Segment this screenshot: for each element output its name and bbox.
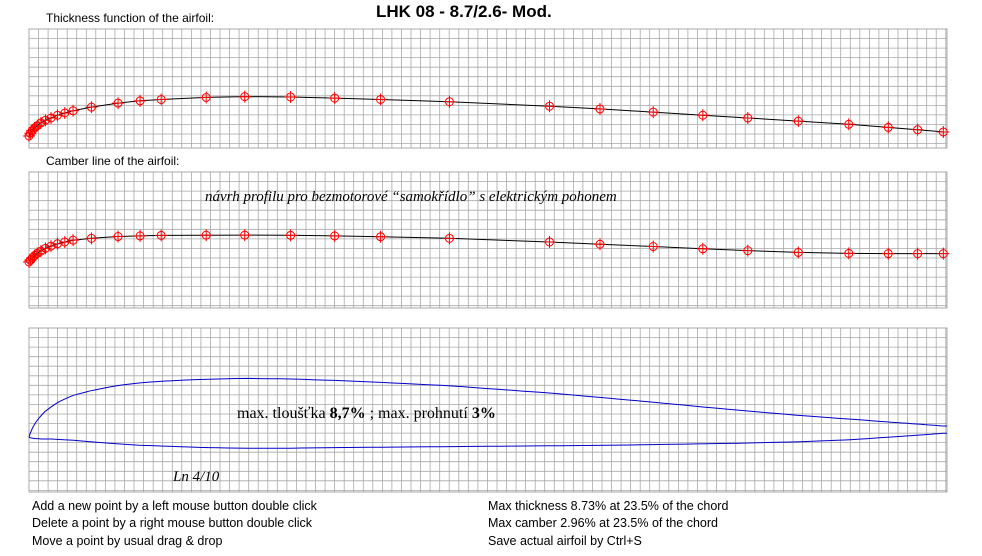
camber-control-point-cross xyxy=(45,240,58,253)
camber-control-point-cross xyxy=(647,240,660,253)
camber-value: 3% xyxy=(471,405,496,422)
thickness-control-point-cross xyxy=(882,121,895,134)
thickness-control-point-cross xyxy=(284,90,297,103)
camber-control-point-cross xyxy=(28,249,41,262)
camber-control-point-cross xyxy=(67,234,80,247)
thickness-control-point-cross xyxy=(443,95,456,108)
camber-panel-label: Camber line of the airfoil: xyxy=(46,154,180,168)
grid-border xyxy=(28,28,948,149)
thickness-control-point-cross xyxy=(200,91,213,104)
profile-grid xyxy=(28,327,948,493)
camber-control-point-cross xyxy=(792,246,805,259)
camber-control-point-cross xyxy=(26,251,39,264)
max-thickness-stat: Max thickness 8.73% at 23.5% of the chor… xyxy=(488,499,729,513)
camber-control-point-cross xyxy=(112,230,125,243)
thickness-control-point-cross xyxy=(842,118,855,131)
thickness-control-point-cross xyxy=(741,111,754,124)
thickness-control-point-cross xyxy=(26,124,39,137)
camber-control-point-cross xyxy=(39,242,52,255)
camber-control-point-cross xyxy=(85,232,98,245)
profile-note-middle: ; max. prohnutí xyxy=(369,405,468,422)
camber-control-point-cross xyxy=(284,229,297,242)
camber-control-point-cross xyxy=(543,235,556,248)
camber-control-points[interactable] xyxy=(23,229,950,268)
camber-control-point-cross xyxy=(200,229,213,242)
airfoil-title: LHK 08 - 8.7/2.6- Mod. xyxy=(376,2,552,21)
thickness-control-point-cross xyxy=(67,104,80,117)
thickness-control-point-cross xyxy=(45,111,58,124)
thickness-panel-label: Thickness function of the airfoil: xyxy=(46,11,215,25)
save-hint: Save actual airfoil by Ctrl+S xyxy=(488,534,642,548)
camber-control-point-cross xyxy=(443,232,456,245)
thickness-curve xyxy=(28,96,944,137)
grid-lines xyxy=(28,28,947,148)
camber-control-point-cross xyxy=(58,235,71,248)
thickness-control-point-cross xyxy=(937,125,950,138)
airfoil-editor-canvas[interactable] xyxy=(0,0,982,500)
grid-border xyxy=(28,171,948,309)
ln-label: Ln 4/10 xyxy=(173,469,220,485)
help-move-point: Move a point by usual drag & drop xyxy=(32,534,223,548)
thickness-control-point-cross xyxy=(112,97,125,110)
camber-note: návrh profilu pro bezmotorové “samokřídl… xyxy=(205,189,617,205)
airfoil-outline xyxy=(28,377,947,449)
thickness-control-point-cross xyxy=(911,123,924,136)
max-camber-stat: Max camber 2.96% at 23.5% of the chord xyxy=(488,516,718,530)
camber-control-point-cross xyxy=(696,242,709,255)
thickness-control-point-cross xyxy=(58,106,71,119)
profile-note: max. tloušťka 8,7% ; max. prohnutí 3% xyxy=(237,405,496,423)
thickness-control-point-cross xyxy=(39,114,52,127)
thickness-control-point-cross xyxy=(647,106,660,119)
profile-note-prefix: max. tloušťka xyxy=(237,405,326,422)
thickness-control-point-cross xyxy=(134,94,147,107)
camber-control-point-cross xyxy=(882,247,895,260)
camber-control-point-cross xyxy=(374,230,387,243)
camber-control-point-cross xyxy=(741,244,754,257)
help-add-point: Add a new point by a left mouse button d… xyxy=(32,499,317,513)
thickness-control-point-cross xyxy=(28,121,41,134)
thickness-control-point-cross xyxy=(328,92,341,105)
thickness-control-point-cross xyxy=(374,93,387,106)
thickness-control-point-cross xyxy=(34,116,47,129)
camber-control-point-cross xyxy=(593,238,606,251)
thickness-control-points[interactable] xyxy=(23,90,950,142)
camber-control-point-cross xyxy=(937,247,950,260)
thickness-control-point-cross xyxy=(696,109,709,122)
grid-border xyxy=(28,327,948,493)
thickness-grid xyxy=(28,28,948,149)
thickness-control-point-cross xyxy=(543,100,556,113)
thickness-control-point-cross xyxy=(593,102,606,115)
thickness-value: 8,7% xyxy=(329,405,366,422)
camber-control-point-cross xyxy=(328,229,341,242)
thickness-control-point-cross xyxy=(155,93,168,106)
camber-control-point-cross xyxy=(911,247,924,260)
thickness-control-point-cross xyxy=(238,90,251,103)
camber-control-point-cross xyxy=(842,247,855,260)
thickness-control-point-cross xyxy=(792,115,805,128)
camber-control-point-cross xyxy=(134,229,147,242)
camber-control-point-cross xyxy=(238,229,251,242)
camber-control-point-cross xyxy=(34,245,47,258)
camber-control-point-cross xyxy=(155,229,168,242)
help-delete-point: Delete a point by a right mouse button d… xyxy=(32,516,313,530)
thickness-control-point-cross xyxy=(85,101,98,114)
